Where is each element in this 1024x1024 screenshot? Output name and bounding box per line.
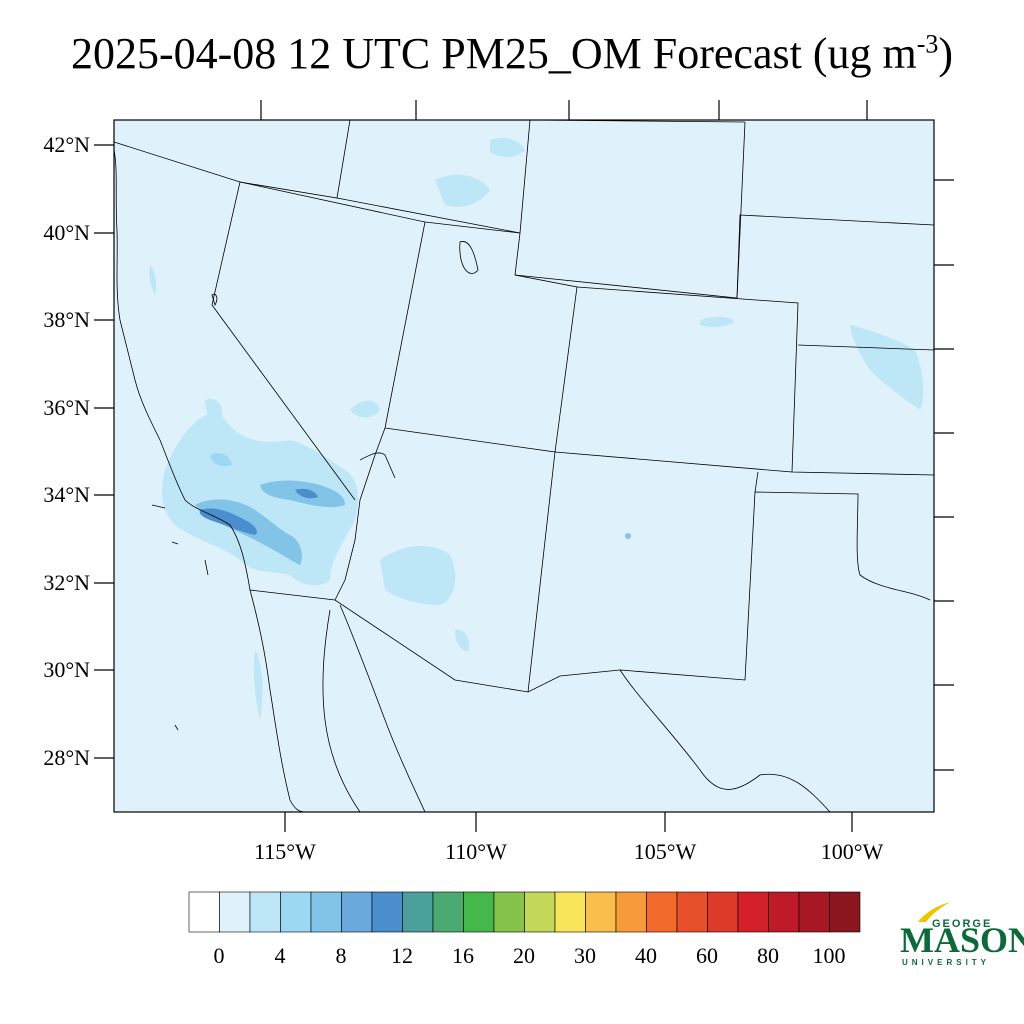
shade-valley <box>210 453 232 467</box>
colorbar <box>188 891 861 933</box>
shade-la-core <box>199 508 257 535</box>
cb-label-4: 4 <box>274 943 286 968</box>
shade-mt <box>490 138 525 157</box>
colorbar-swatch <box>371 891 403 933</box>
lon-label-105w: 105°W <box>633 839 697 864</box>
shade-nm-dot <box>625 533 631 539</box>
colorbar-swatch <box>737 891 769 933</box>
colorbar-swatch <box>676 891 708 933</box>
coast-ca <box>114 149 251 591</box>
cb-label-0: 0 <box>213 943 225 968</box>
logo-george: GEORGE <box>932 918 993 930</box>
colorbar-swatch <box>463 891 495 933</box>
colorbar-swatch <box>524 891 556 933</box>
border-tx-mx <box>619 491 931 812</box>
shade-inland-core <box>295 488 318 499</box>
lon-label-100w: 100°W <box>820 839 884 864</box>
lat-label-40: 40°N <box>43 220 90 245</box>
lat-label-28: 28°N <box>43 745 90 770</box>
lat-label-42: 42°N <box>43 132 90 157</box>
lon-label-115w: 115°W <box>254 839 316 864</box>
coast-gulf-e <box>339 604 426 812</box>
lake-tahoe <box>211 293 218 307</box>
cb-label-100: 100 <box>812 943 846 968</box>
logo-mason: MASON <box>900 920 1024 960</box>
lon-label-110w: 110°W <box>445 839 507 864</box>
colorbar-swatch <box>341 891 373 933</box>
shade-co <box>700 316 735 327</box>
bottom-ticks <box>284 812 853 832</box>
colorbar-swatch <box>829 891 861 933</box>
cb-label-20: 20 <box>513 943 535 968</box>
colorbar-swatch <box>188 891 220 933</box>
gmu-logo: GEORGE MASON UNIVERSITY <box>896 898 1024 970</box>
colorbar-swatch <box>493 891 525 933</box>
shade-sierra <box>205 398 223 422</box>
lat-label-36: 36°N <box>43 395 90 420</box>
concentration-shading <box>149 138 924 720</box>
border-ut-co <box>514 232 578 453</box>
coast-gulf-w <box>322 609 361 812</box>
title-text: 2025-04-08 12 UTC PM25_OM Forecast (ug m <box>70 29 917 78</box>
border-nm-ok <box>554 451 934 476</box>
boundaries <box>114 120 934 812</box>
colorbar-swatch <box>402 891 434 933</box>
lat-label-38: 38°N <box>43 307 90 332</box>
colorbar-swatch <box>646 891 678 933</box>
cb-label-16: 16 <box>452 943 474 968</box>
colorbar-swatch <box>310 891 342 933</box>
title-exponent: -3 <box>916 29 939 59</box>
lat-label-30: 30°N <box>43 657 90 682</box>
cb-label-12: 12 <box>391 943 413 968</box>
shade-id <box>435 174 490 207</box>
colorbar-swatch <box>432 891 464 933</box>
colorbar-swatch <box>219 891 251 933</box>
great-salt-lake <box>459 241 479 274</box>
colorbar-swatch <box>798 891 830 933</box>
shade-nv <box>350 400 380 418</box>
cb-label-8: 8 <box>335 943 347 968</box>
border-ca-nv <box>114 141 356 501</box>
lat-ticks <box>94 144 114 759</box>
top-ticks <box>260 100 868 120</box>
border-panhandle <box>754 471 759 493</box>
shade-baja <box>253 650 263 720</box>
border-nv-ut-az <box>239 181 426 601</box>
cb-label-60: 60 <box>696 943 718 968</box>
title-close: ) <box>938 29 954 78</box>
colorbar-swatch <box>707 891 739 933</box>
colorbar-swatch <box>554 891 586 933</box>
map-frame <box>113 119 935 813</box>
border-co <box>576 286 799 473</box>
border-ut-n <box>424 221 521 234</box>
colorbar-swatch <box>249 891 281 933</box>
map-title: 2025-04-08 12 UTC PM25_OM Forecast (ug m… <box>0 26 1024 82</box>
logo-swoosh-icon <box>918 902 950 922</box>
islands <box>151 504 209 731</box>
logo-university: UNIVERSITY <box>902 958 991 967</box>
colorbar-swatch <box>768 891 800 933</box>
lat-label-32: 32°N <box>43 570 90 595</box>
colorbar-swatch <box>280 891 312 933</box>
border-us-mx <box>249 589 621 693</box>
lat-label-34: 34°N <box>43 482 90 507</box>
shade-ks <box>850 325 924 410</box>
shade-sonora <box>455 629 470 652</box>
colorbar-swatch <box>585 891 617 933</box>
cb-label-30: 30 <box>574 943 596 968</box>
shade-az <box>380 545 456 605</box>
colorado-river <box>359 452 396 479</box>
cb-label-80: 80 <box>757 943 779 968</box>
colorbar-swatch <box>615 891 647 933</box>
cb-label-40: 40 <box>635 943 657 968</box>
right-ticks <box>934 179 954 771</box>
coast-baja-west <box>249 589 306 812</box>
shade-norcal <box>149 265 157 295</box>
border-ne-sd <box>736 214 934 299</box>
border-ne-ks <box>797 344 934 351</box>
